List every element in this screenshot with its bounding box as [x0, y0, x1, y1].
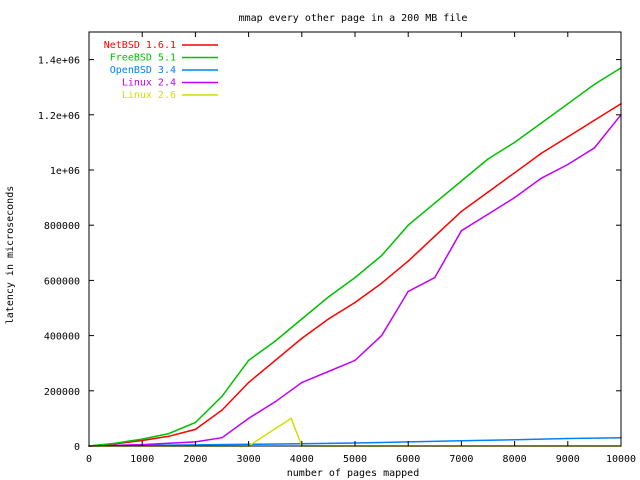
series-line-3	[88, 114, 622, 447]
data-point	[354, 301, 356, 304]
data-point	[540, 152, 542, 155]
y-tick-label: 800000	[44, 221, 80, 232]
y-tick-label: 400000	[44, 332, 80, 343]
data-point	[460, 229, 463, 232]
chart-title: mmap every other page in a 200 MB file	[239, 13, 468, 24]
data-point	[247, 417, 250, 420]
data-point	[513, 172, 516, 174]
y-tick-label: 200000	[44, 387, 80, 398]
x-tick-label: 10000	[606, 454, 636, 465]
data-point	[168, 432, 170, 435]
data-point	[567, 163, 569, 166]
data-point	[380, 254, 383, 257]
y-tick-label: 1.4e+06	[38, 56, 80, 67]
data-point	[487, 158, 489, 160]
x-tick-label: 2000	[183, 454, 207, 465]
y-tick-label: 0	[74, 442, 80, 453]
x-tick-label: 3000	[237, 454, 261, 465]
data-point	[434, 202, 436, 204]
x-tick-label: 5000	[343, 454, 367, 465]
x-tick-label: 6000	[396, 454, 420, 465]
data-point	[567, 437, 569, 440]
data-point	[274, 340, 277, 342]
x-tick-label: 7000	[449, 454, 473, 465]
legend-label: Linux 2.6	[122, 90, 176, 101]
data-point	[327, 296, 330, 298]
series-line-0	[88, 103, 622, 447]
data-point	[301, 337, 303, 340]
data-point	[168, 442, 170, 445]
data-point	[274, 359, 277, 362]
data-point	[593, 119, 596, 122]
data-point	[221, 436, 223, 439]
data-point	[407, 260, 410, 262]
x-tick-label: 1000	[130, 454, 154, 465]
legend-label: NetBSD 1.6.1	[104, 40, 176, 51]
series-line-1	[88, 67, 622, 447]
data-point	[513, 141, 516, 144]
data-point	[567, 136, 569, 138]
data-point	[460, 180, 463, 182]
legend-label: FreeBSD 5.1	[110, 53, 176, 64]
data-point	[194, 421, 197, 424]
data-point	[327, 370, 330, 373]
data-point	[434, 235, 436, 237]
data-point	[380, 282, 383, 285]
data-point	[540, 177, 542, 180]
data-point	[513, 438, 516, 441]
data-point	[460, 210, 463, 213]
legend-label: OpenBSD 3.4	[110, 65, 176, 76]
data-point	[434, 276, 436, 279]
data-point	[247, 359, 250, 362]
x-tick-label: 4000	[290, 454, 314, 465]
data-point	[487, 213, 489, 215]
x-tick-label: 9000	[556, 454, 580, 465]
y-tick-label: 1e+06	[50, 166, 80, 177]
x-tick-label: 0	[86, 454, 92, 465]
series-layer	[88, 67, 622, 447]
data-point	[114, 442, 117, 445]
data-point	[593, 147, 596, 149]
data-point	[540, 122, 542, 124]
legend-label: Linux 2.4	[122, 78, 176, 89]
data-point	[290, 417, 293, 420]
data-point	[327, 318, 330, 320]
data-point	[487, 191, 489, 193]
data-point	[354, 276, 356, 279]
data-point	[301, 381, 303, 384]
plot-frame	[88, 31, 622, 447]
x-axis-label: number of pages mapped	[287, 468, 419, 479]
data-point	[513, 196, 516, 199]
data-point	[354, 359, 356, 362]
x-tick-label: 8000	[503, 454, 527, 465]
data-point	[141, 438, 143, 440]
data-point	[407, 290, 410, 293]
data-point	[247, 381, 250, 384]
data-point	[168, 435, 170, 438]
axis-layer: 0 1000 2000 3000 4000 5000 6000 7000 8000 9000 100…	[38, 32, 636, 465]
data-point	[301, 318, 303, 320]
data-point	[593, 83, 596, 86]
y-tick-label: 1.2e+06	[38, 111, 80, 122]
data-point	[221, 409, 223, 411]
data-point	[567, 103, 569, 105]
data-point	[221, 395, 223, 398]
data-point	[274, 401, 277, 403]
data-point	[380, 334, 383, 337]
data-point	[194, 428, 197, 431]
data-point	[141, 439, 143, 442]
data-point	[407, 224, 410, 226]
y-tick-label: 600000	[44, 276, 80, 287]
y-axis-label: latency in microseconds	[5, 186, 16, 324]
